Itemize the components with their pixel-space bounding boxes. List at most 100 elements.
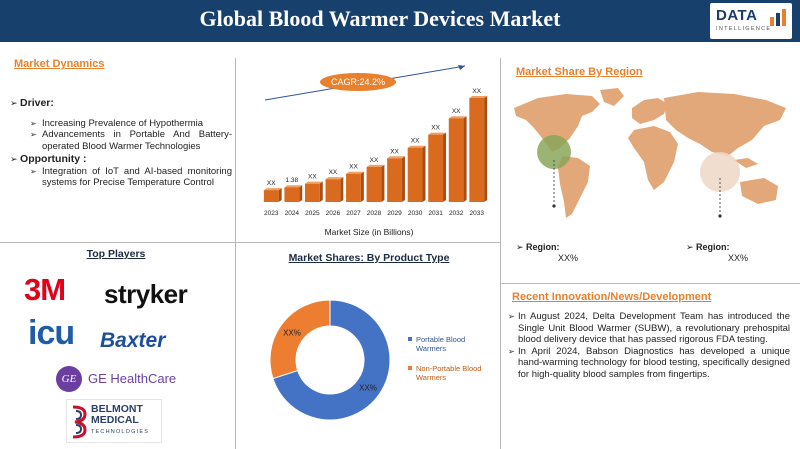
bar-2027 [346, 173, 361, 202]
ge-monogram-icon: GE [56, 366, 82, 392]
bar-side [484, 96, 488, 202]
legend-item-non-portable: Non-Portable Blood Warmers [408, 364, 488, 382]
legend-item-portable: Portable Blood Warmers [408, 335, 488, 353]
company-logo: DATA INTELLIGENCE [710, 3, 792, 39]
bar-data-label: XX [472, 88, 481, 95]
region-right-value: XX% [728, 253, 749, 263]
x-tick-label: 2030 [408, 210, 423, 217]
bar-data-label: XX [431, 125, 440, 132]
bar-side [463, 116, 467, 202]
donut-data-label: XX% [283, 328, 301, 337]
region-left-label: ➢ Region: [516, 242, 560, 252]
legend-label: Portable Blood Warmers [416, 335, 466, 353]
stryker-logo: stryker [104, 279, 188, 309]
opportunity-item: Integration of IoT and AI-based monitori… [10, 166, 232, 189]
world-map [514, 88, 786, 218]
bar-2031 [428, 134, 444, 202]
bar-top [387, 156, 405, 159]
bar-data-label: XX [267, 180, 276, 187]
bar-2028 [366, 166, 382, 202]
bar-side [340, 177, 344, 202]
x-tick-label: 2031 [428, 210, 443, 217]
bar-side [401, 156, 405, 202]
trend-arrow-head [458, 65, 465, 70]
logo-main-text: DATA [716, 7, 758, 24]
bar-side [381, 164, 385, 202]
bar-data-label: XX [452, 108, 461, 115]
continents [514, 88, 786, 218]
bar-data-label: XX [411, 138, 420, 145]
icu-logo: icu [28, 314, 75, 352]
3m-logo: 3M [24, 272, 66, 307]
top-players-title: Top Players [86, 248, 146, 260]
bar-data-label: XX [370, 157, 379, 164]
page-title: Global Blood Warmer Devices Market [199, 6, 561, 31]
region-highlight-asia [700, 152, 740, 192]
bar-side [360, 171, 364, 202]
bar-side [443, 132, 447, 202]
bar-2025 [304, 183, 320, 202]
donut-slice-0 [272, 299, 391, 421]
bar-2024 [284, 187, 300, 202]
bar-top [448, 116, 467, 119]
belmont-sub: TECHNOLOGIES [91, 429, 150, 435]
belmont-medical-logo: BELMONT MEDICAL TECHNOLOGIES [66, 399, 162, 443]
divider-news [500, 283, 800, 284]
x-tick-label: 2027 [346, 210, 361, 217]
region-right: ➢ Region: XX% [686, 242, 748, 263]
x-tick-label: 2029 [387, 210, 402, 217]
header-banner: Global Blood Warmer Devices Market DATA … [0, 0, 800, 42]
donut-slice-1 [269, 299, 331, 380]
region-left: ➢ Region: XX% [516, 242, 578, 263]
bar-2026 [325, 179, 341, 202]
x-tick-label: 2026 [326, 210, 341, 217]
driver-item: Advancements in Portable And Battery-ope… [10, 129, 232, 152]
x-tick-label: 2024 [285, 210, 300, 217]
product-type-donut-chart: XX% XX% [269, 299, 391, 421]
divider-middle [0, 242, 500, 243]
cagr-badge: CAGR:24.2% [320, 73, 396, 91]
news-list: In August 2024, Delta Development Team h… [508, 311, 790, 381]
bar-data-label: 1.38 [285, 177, 298, 184]
bar-top [366, 164, 385, 167]
bar-top [428, 132, 447, 135]
x-tick-label: 2033 [469, 210, 484, 217]
legend-swatch [408, 366, 412, 370]
legend-label: Non-Portable Blood Warmers [416, 364, 482, 382]
region-title: Market Share By Region [516, 66, 643, 78]
bar-top [407, 145, 426, 148]
region-highlight-na [537, 135, 571, 169]
bar-top [469, 96, 488, 98]
opportunity-heading: Opportunity : [10, 153, 232, 166]
belmont-mark-icon [72, 405, 87, 439]
bar-2033 [469, 98, 485, 202]
legend-swatch [408, 337, 412, 341]
bar-2029 [387, 158, 402, 202]
belmont-name: BELMONT MEDICAL [91, 403, 143, 426]
donut-data-label: XX% [359, 384, 377, 393]
market-dynamics-title: Market Dynamics [14, 58, 105, 70]
bar-top [325, 177, 344, 180]
baxter-logo: Baxter [100, 329, 166, 352]
chart-x-axis-label: Market Size (in Billions) [324, 227, 414, 237]
bar-data-label: XX [308, 174, 317, 181]
bar-side [278, 188, 282, 202]
bar-data-label: XX [329, 169, 338, 176]
x-tick-label: 2032 [449, 210, 464, 217]
bar-top [346, 171, 364, 174]
x-tick-label: 2025 [305, 210, 320, 217]
bar-data-label: XX [390, 148, 399, 155]
market-dynamics-list: Driver: Increasing Prevalence of Hypothe… [10, 96, 232, 189]
product-type-title: Market Shares: By Product Type [288, 252, 450, 264]
driver-heading: Driver: [10, 97, 232, 110]
x-tick-label: 2023 [264, 210, 279, 217]
news-item: In April 2024, Babson Diagnostics has de… [508, 346, 790, 381]
news-title: Recent Innovation/News/Development [512, 291, 712, 303]
x-tick-label: 2028 [367, 210, 382, 217]
logo-sub-text: INTELLIGENCE [716, 26, 772, 32]
bar-top [263, 188, 282, 191]
ge-healthcare-logo: GE HealthCare [88, 371, 177, 386]
bar-top [284, 185, 303, 188]
divider-left [235, 58, 236, 449]
divider-right [500, 58, 501, 449]
